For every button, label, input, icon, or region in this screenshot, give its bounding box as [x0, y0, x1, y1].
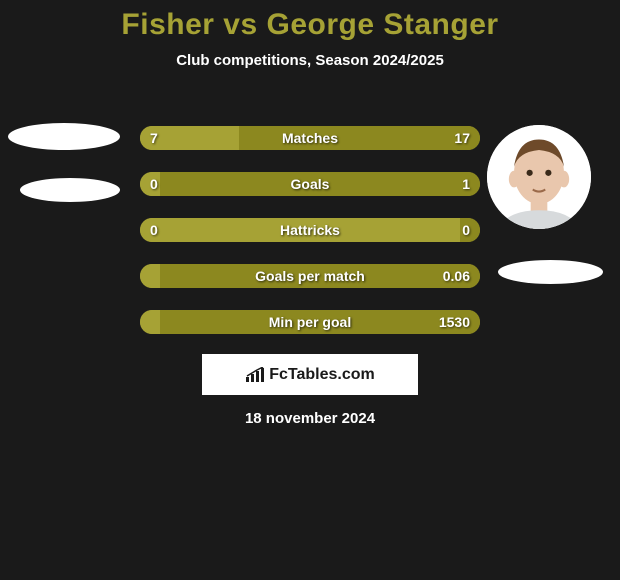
player-left-oval-1 — [8, 123, 120, 150]
player-right-oval — [498, 260, 603, 284]
stat-row: 0.06Goals per match — [140, 264, 480, 288]
page-title: Fisher vs George Stanger — [0, 0, 620, 42]
avatar-face-icon — [487, 125, 591, 229]
stat-label: Min per goal — [140, 310, 480, 334]
stat-label: Goals per match — [140, 264, 480, 288]
brand-text: FcTables.com — [269, 366, 375, 384]
stat-row: 01Goals — [140, 172, 480, 196]
date-line: 18 november 2024 — [0, 410, 620, 427]
brand-box: FcTables.com — [202, 354, 418, 395]
stat-row: 717Matches — [140, 126, 480, 150]
stats-block: 717Matches 01Goals 00Hattricks 0.06Goals pe… — [140, 126, 480, 356]
player-right-avatar — [487, 125, 591, 229]
stat-row: 00Hattricks — [140, 218, 480, 242]
stat-label: Matches — [140, 126, 480, 150]
player-left-oval-2 — [20, 178, 120, 202]
subtitle: Club competitions, Season 2024/2025 — [0, 52, 620, 69]
brand-chart-icon — [245, 367, 265, 383]
stat-row: 1530Min per goal — [140, 310, 480, 334]
stat-label: Goals — [140, 172, 480, 196]
stat-label: Hattricks — [140, 218, 480, 242]
